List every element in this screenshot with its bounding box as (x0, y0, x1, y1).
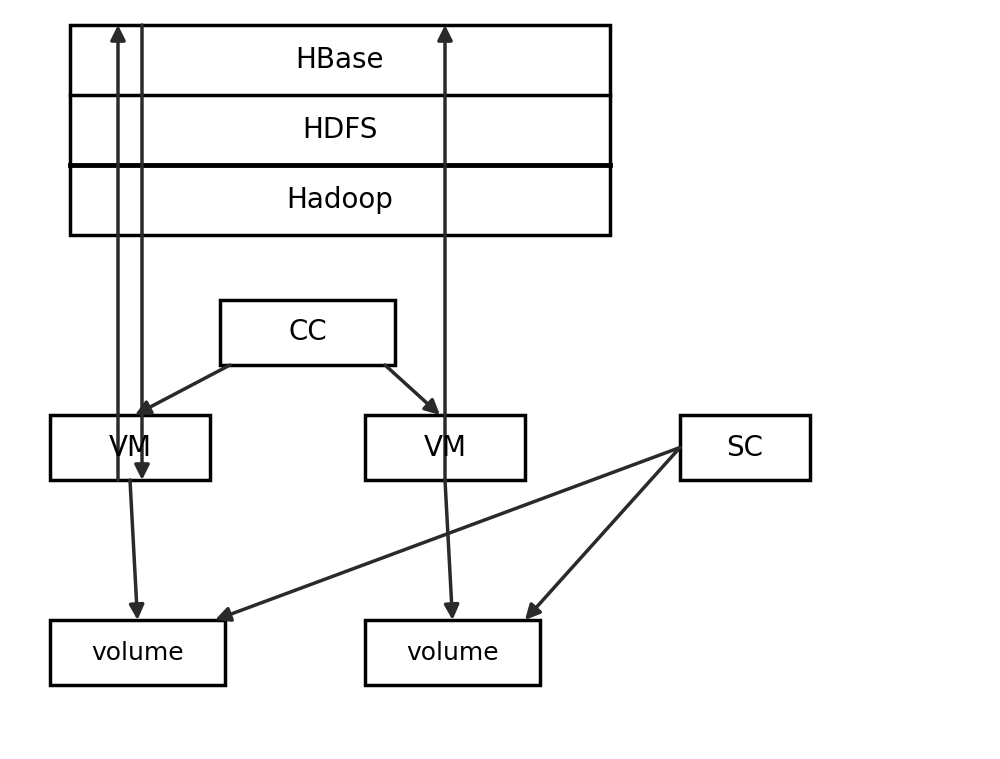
Text: VM: VM (108, 433, 152, 461)
Text: HDFS: HDFS (302, 116, 378, 144)
Bar (50, 620, 225, 685)
Bar (365, 620, 540, 685)
Bar (50, 415, 210, 480)
Bar (70, 25, 610, 235)
Text: HBase: HBase (296, 46, 384, 74)
Text: volume: volume (406, 641, 499, 664)
Text: SC: SC (726, 433, 764, 461)
Text: VM: VM (424, 433, 466, 461)
Bar (365, 415, 525, 480)
Bar (680, 415, 810, 480)
Text: Hadoop: Hadoop (287, 186, 393, 214)
Text: volume: volume (91, 641, 184, 664)
Bar (220, 300, 395, 365)
Text: CC: CC (288, 319, 327, 347)
